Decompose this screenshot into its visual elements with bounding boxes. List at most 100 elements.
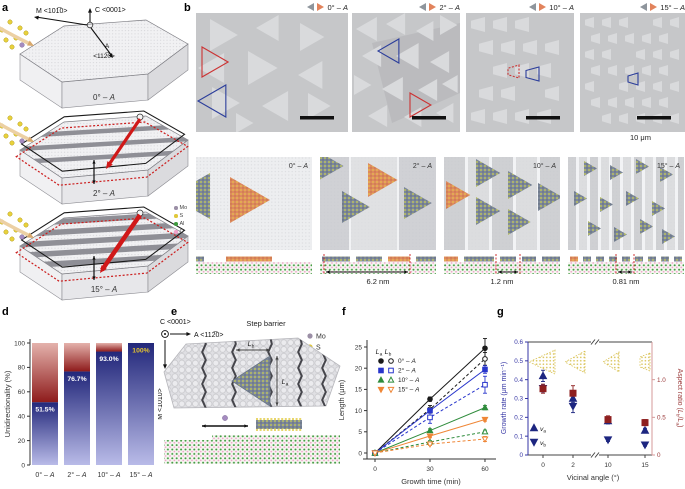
atomic-model-panel: 2° – A <box>320 157 436 250</box>
crystal-shape-glyphs <box>528 349 651 375</box>
axis-m-label: M <101̅0> <box>36 7 68 15</box>
f-legend-row: 2° – A <box>398 367 416 375</box>
atomic-model-panel: 10° – A <box>444 157 560 250</box>
island-group <box>471 17 559 124</box>
gray-left-triangle-icon <box>640 3 648 11</box>
g-left-y-axis-label: Growth rate (μm min⁻¹) <box>501 362 508 434</box>
svg-text:0: 0 <box>358 450 362 457</box>
e-legend-name: Mo <box>316 334 326 341</box>
f-y-axis-label: Length (μm) <box>337 379 346 420</box>
d-x-tick-label: 2° – A <box>67 471 86 479</box>
atomic-model-angle-label: 15° – A <box>657 162 680 170</box>
g-x-axis-label: Vicinal angle (°) <box>567 473 620 482</box>
atom-name: S <box>179 213 184 219</box>
scale-bar <box>412 116 446 120</box>
island-group <box>354 13 458 127</box>
e-legend-dot-Mo <box>307 333 313 339</box>
micrograph-header: 0° – A <box>196 1 348 13</box>
atom-name: Mo <box>179 205 188 211</box>
micrograph-angle-label: 15° – A <box>660 2 685 12</box>
sapphire-substrate-slab <box>164 435 340 464</box>
svg-text:Lb​: Lb​ <box>385 349 392 358</box>
d-x-tick-label: 15° – A <box>129 471 152 479</box>
svg-text:20: 20 <box>355 366 363 373</box>
svg-text:0.4: 0.4 <box>514 377 523 384</box>
orange-right-triangle-icon <box>429 3 437 11</box>
panel-label-g: g <box>497 306 504 318</box>
svg-text:15: 15 <box>641 462 649 469</box>
svg-text:La​: La​ <box>376 349 383 358</box>
bar-0° – A: 51.5% <box>32 343 58 465</box>
svg-text:0: 0 <box>519 452 523 459</box>
svg-text:2: 2 <box>571 462 575 469</box>
svg-text:15: 15 <box>355 387 363 394</box>
scale-bar-label: 10 μm <box>630 133 651 142</box>
micrograph-angle-label: 2° – A <box>439 2 460 12</box>
svg-text:40: 40 <box>18 414 26 421</box>
panel-a-schematic: 0° – A 2° – A 15° – A C <0001> M <101̅0> A <11… <box>0 7 189 301</box>
cross-section <box>568 254 684 275</box>
panel-label-b: b <box>184 2 191 14</box>
micrograph-header: 15° – A <box>580 1 685 13</box>
f-legend-row: 10° – A <box>398 376 419 384</box>
cross-section <box>444 254 560 275</box>
mos2-domain-triangle <box>231 355 271 407</box>
domain-triangles <box>196 173 271 223</box>
atom-name: Al <box>179 221 185 227</box>
svg-text:5: 5 <box>358 429 362 436</box>
panel-e-step-schematic: C <0001>A <112̅0> M <101̅0> Step barrier Mo… <box>158 319 341 464</box>
atom-dot-icon <box>174 222 178 226</box>
step-width-label: 6.2 nm <box>366 277 390 286</box>
bar-15° – A: 100% <box>128 343 154 465</box>
svg-text:10: 10 <box>355 408 363 415</box>
atomic-model-panel: 0° – A <box>196 157 312 250</box>
micrograph-image <box>196 13 348 132</box>
panel-g-scatter-chart: 0 0.1 0.2 0.3 0.4 0.5 0.6 0 0.5 1.0 0 2 10 15 Vicinal … <box>501 339 683 482</box>
svg-text:0.5: 0.5 <box>514 358 523 365</box>
svg-text:<112̅0>: <112̅0> <box>93 52 115 60</box>
f-legend-row: 0° – A <box>398 357 416 365</box>
domain-triangles <box>320 157 432 223</box>
e-axis-m-label: M <101̅0> <box>158 388 164 420</box>
panel-label-a: a <box>2 2 9 14</box>
d-x-tick-label: 0° – A <box>35 471 54 479</box>
blue-outline-shape <box>196 84 227 118</box>
cross-section <box>320 254 436 275</box>
scale-bar <box>526 116 560 120</box>
red-outline-shape <box>409 92 432 118</box>
svg-text:0.3: 0.3 <box>514 396 523 403</box>
svg-text:25: 25 <box>355 344 363 351</box>
g-right-y-axis-label: Aspect ratio (Lb/La) <box>674 369 683 428</box>
island-group <box>198 15 331 132</box>
gray-left-triangle-icon <box>529 3 537 11</box>
c-axis-out-of-plane-icon <box>161 330 169 338</box>
panel-label-e: e <box>171 306 178 318</box>
legend-item-S: S <box>174 212 187 220</box>
atom-dot-icon <box>174 206 178 210</box>
f-x-axis-label: Growth time (min) <box>401 477 461 486</box>
legend-item-Mo: Mo <box>174 204 187 212</box>
domain-triangles <box>574 159 676 244</box>
svg-text:0: 0 <box>21 462 25 469</box>
crystal-angle-label: 15° – A <box>91 285 117 294</box>
bar-2° – A: 76.7% <box>64 343 90 465</box>
red-outline-shape <box>201 46 230 78</box>
la-label: La​ <box>282 379 289 388</box>
panel-c-atom-legend: Mo S Al O <box>174 204 187 236</box>
gray-left-triangle-icon <box>307 3 315 11</box>
d-y-axis-label: Unidirectionality (%) <box>3 370 12 437</box>
micrograph-header: 10° – A <box>466 1 574 13</box>
micrograph-angle-label: 10° – A <box>549 2 574 12</box>
micrograph-image <box>466 13 574 132</box>
atom-dot-icon <box>174 214 178 218</box>
svg-text:20: 20 <box>18 438 26 445</box>
orange-right-triangle-icon <box>539 3 547 11</box>
svg-text:0.6: 0.6 <box>514 339 523 346</box>
svg-text:1.0: 1.0 <box>657 377 666 384</box>
panel-label-f: f <box>342 306 346 318</box>
cross-section <box>196 256 312 274</box>
g-legend-vb: vb​ <box>540 440 546 449</box>
atomic-model-angle-label: 2° – A <box>413 162 432 170</box>
orange-right-triangle-icon <box>650 3 658 11</box>
micrograph-header: 2° – A <box>352 1 460 13</box>
